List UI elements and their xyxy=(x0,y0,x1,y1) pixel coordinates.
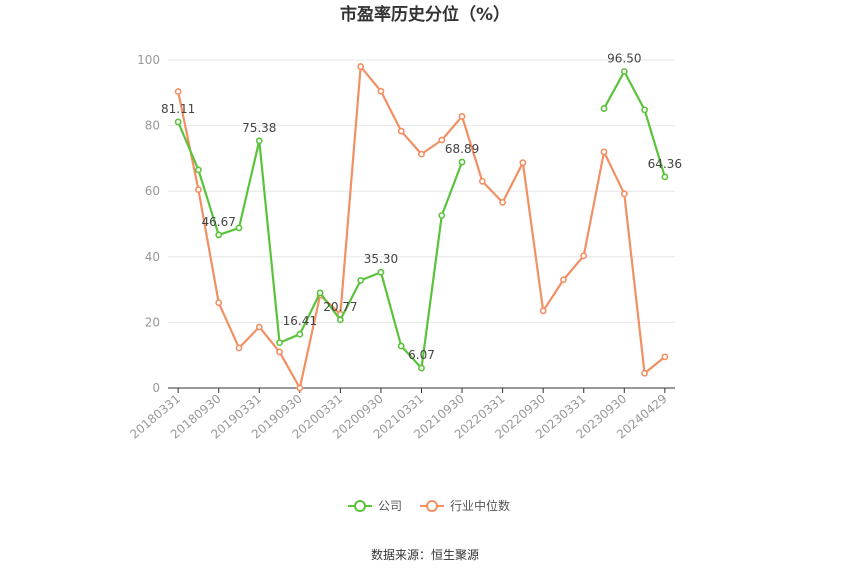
data-label: 81.11 xyxy=(161,102,195,116)
data-point[interactable] xyxy=(174,88,182,95)
data-point[interactable] xyxy=(620,68,628,75)
data-point[interactable] xyxy=(255,323,263,331)
y-tick-label: 0 xyxy=(152,381,160,395)
data-label: 16.41 xyxy=(283,314,317,328)
data-point[interactable] xyxy=(377,87,385,95)
data-point[interactable] xyxy=(519,159,527,167)
data-point[interactable] xyxy=(600,148,608,156)
data-point[interactable] xyxy=(418,364,425,372)
grid-lines xyxy=(168,59,675,323)
data-point[interactable] xyxy=(174,118,182,126)
y-tick-label: 60 xyxy=(145,184,160,198)
data-point[interactable] xyxy=(357,63,365,70)
data-point[interactable] xyxy=(620,190,628,198)
data-point[interactable] xyxy=(316,289,324,297)
data-label: 64.36 xyxy=(648,157,682,171)
data-point[interactable] xyxy=(600,105,608,112)
data-point[interactable] xyxy=(235,344,243,352)
data-point[interactable] xyxy=(641,106,648,114)
series-line xyxy=(603,70,666,178)
y-axis-ticks: 0 20 40 60 80 100 xyxy=(137,53,160,395)
y-tick-label: 80 xyxy=(145,119,160,133)
data-point[interactable] xyxy=(438,136,446,144)
series-group xyxy=(174,63,669,392)
legend-label: 公司 xyxy=(378,499,402,513)
data-point[interactable] xyxy=(478,177,486,185)
data-point[interactable] xyxy=(377,268,385,276)
data-point[interactable] xyxy=(357,277,365,284)
data-point[interactable] xyxy=(580,252,588,260)
data-point[interactable] xyxy=(276,339,283,347)
legend[interactable]: 公司 行业中位数 xyxy=(348,498,510,513)
data-point[interactable] xyxy=(661,353,669,361)
data-point[interactable] xyxy=(458,158,466,166)
series-line xyxy=(177,121,464,370)
data-label: 35.30 xyxy=(364,252,398,266)
data-point[interactable] xyxy=(215,231,223,239)
legend-item[interactable]: 公司 xyxy=(348,499,402,513)
data-label: 20.77 xyxy=(323,300,357,314)
y-tick-label: 40 xyxy=(145,250,160,264)
series-0 xyxy=(174,68,669,372)
data-point[interactable] xyxy=(276,348,283,356)
series-1 xyxy=(174,63,669,392)
data-label: 6.07 xyxy=(408,348,435,362)
data-point[interactable] xyxy=(296,330,304,338)
data-point[interactable] xyxy=(438,212,446,219)
data-point[interactable] xyxy=(215,299,223,307)
data-point[interactable] xyxy=(195,186,202,193)
x-axis-ticks: 2018033120180930201903312019093020200331… xyxy=(127,388,670,442)
data-point[interactable] xyxy=(418,150,425,158)
source-note: 数据来源：恒生聚源 xyxy=(371,547,479,562)
data-point[interactable] xyxy=(255,137,263,145)
data-point[interactable] xyxy=(458,113,466,120)
data-point[interactable] xyxy=(499,198,507,206)
data-label: 75.38 xyxy=(242,121,276,135)
data-point[interactable] xyxy=(560,276,567,284)
data-point[interactable] xyxy=(195,166,202,174)
data-labels: 81.11 46.67 75.38 16.41 20.77 35.30 6.07 68.89 9… xyxy=(161,51,682,362)
legend-marker xyxy=(426,500,438,512)
series-line xyxy=(177,65,666,390)
data-label: 46.67 xyxy=(202,215,236,229)
data-point[interactable] xyxy=(539,307,547,315)
data-point[interactable] xyxy=(336,316,344,324)
data-point[interactable] xyxy=(296,384,304,392)
data-label: 68.89 xyxy=(445,142,479,156)
data-point[interactable] xyxy=(235,224,243,232)
y-tick-label: 20 xyxy=(145,315,160,329)
chart-title: 市盈率历史分位（%） xyxy=(340,4,510,25)
data-point[interactable] xyxy=(397,342,405,350)
y-tick-label: 100 xyxy=(137,53,160,67)
legend-label: 行业中位数 xyxy=(450,498,510,513)
legend-item[interactable]: 行业中位数 xyxy=(420,498,510,513)
legend-marker xyxy=(354,500,366,512)
data-point[interactable] xyxy=(397,127,405,135)
data-point[interactable] xyxy=(661,173,669,181)
data-label: 96.50 xyxy=(607,51,641,65)
data-point[interactable] xyxy=(641,369,648,377)
